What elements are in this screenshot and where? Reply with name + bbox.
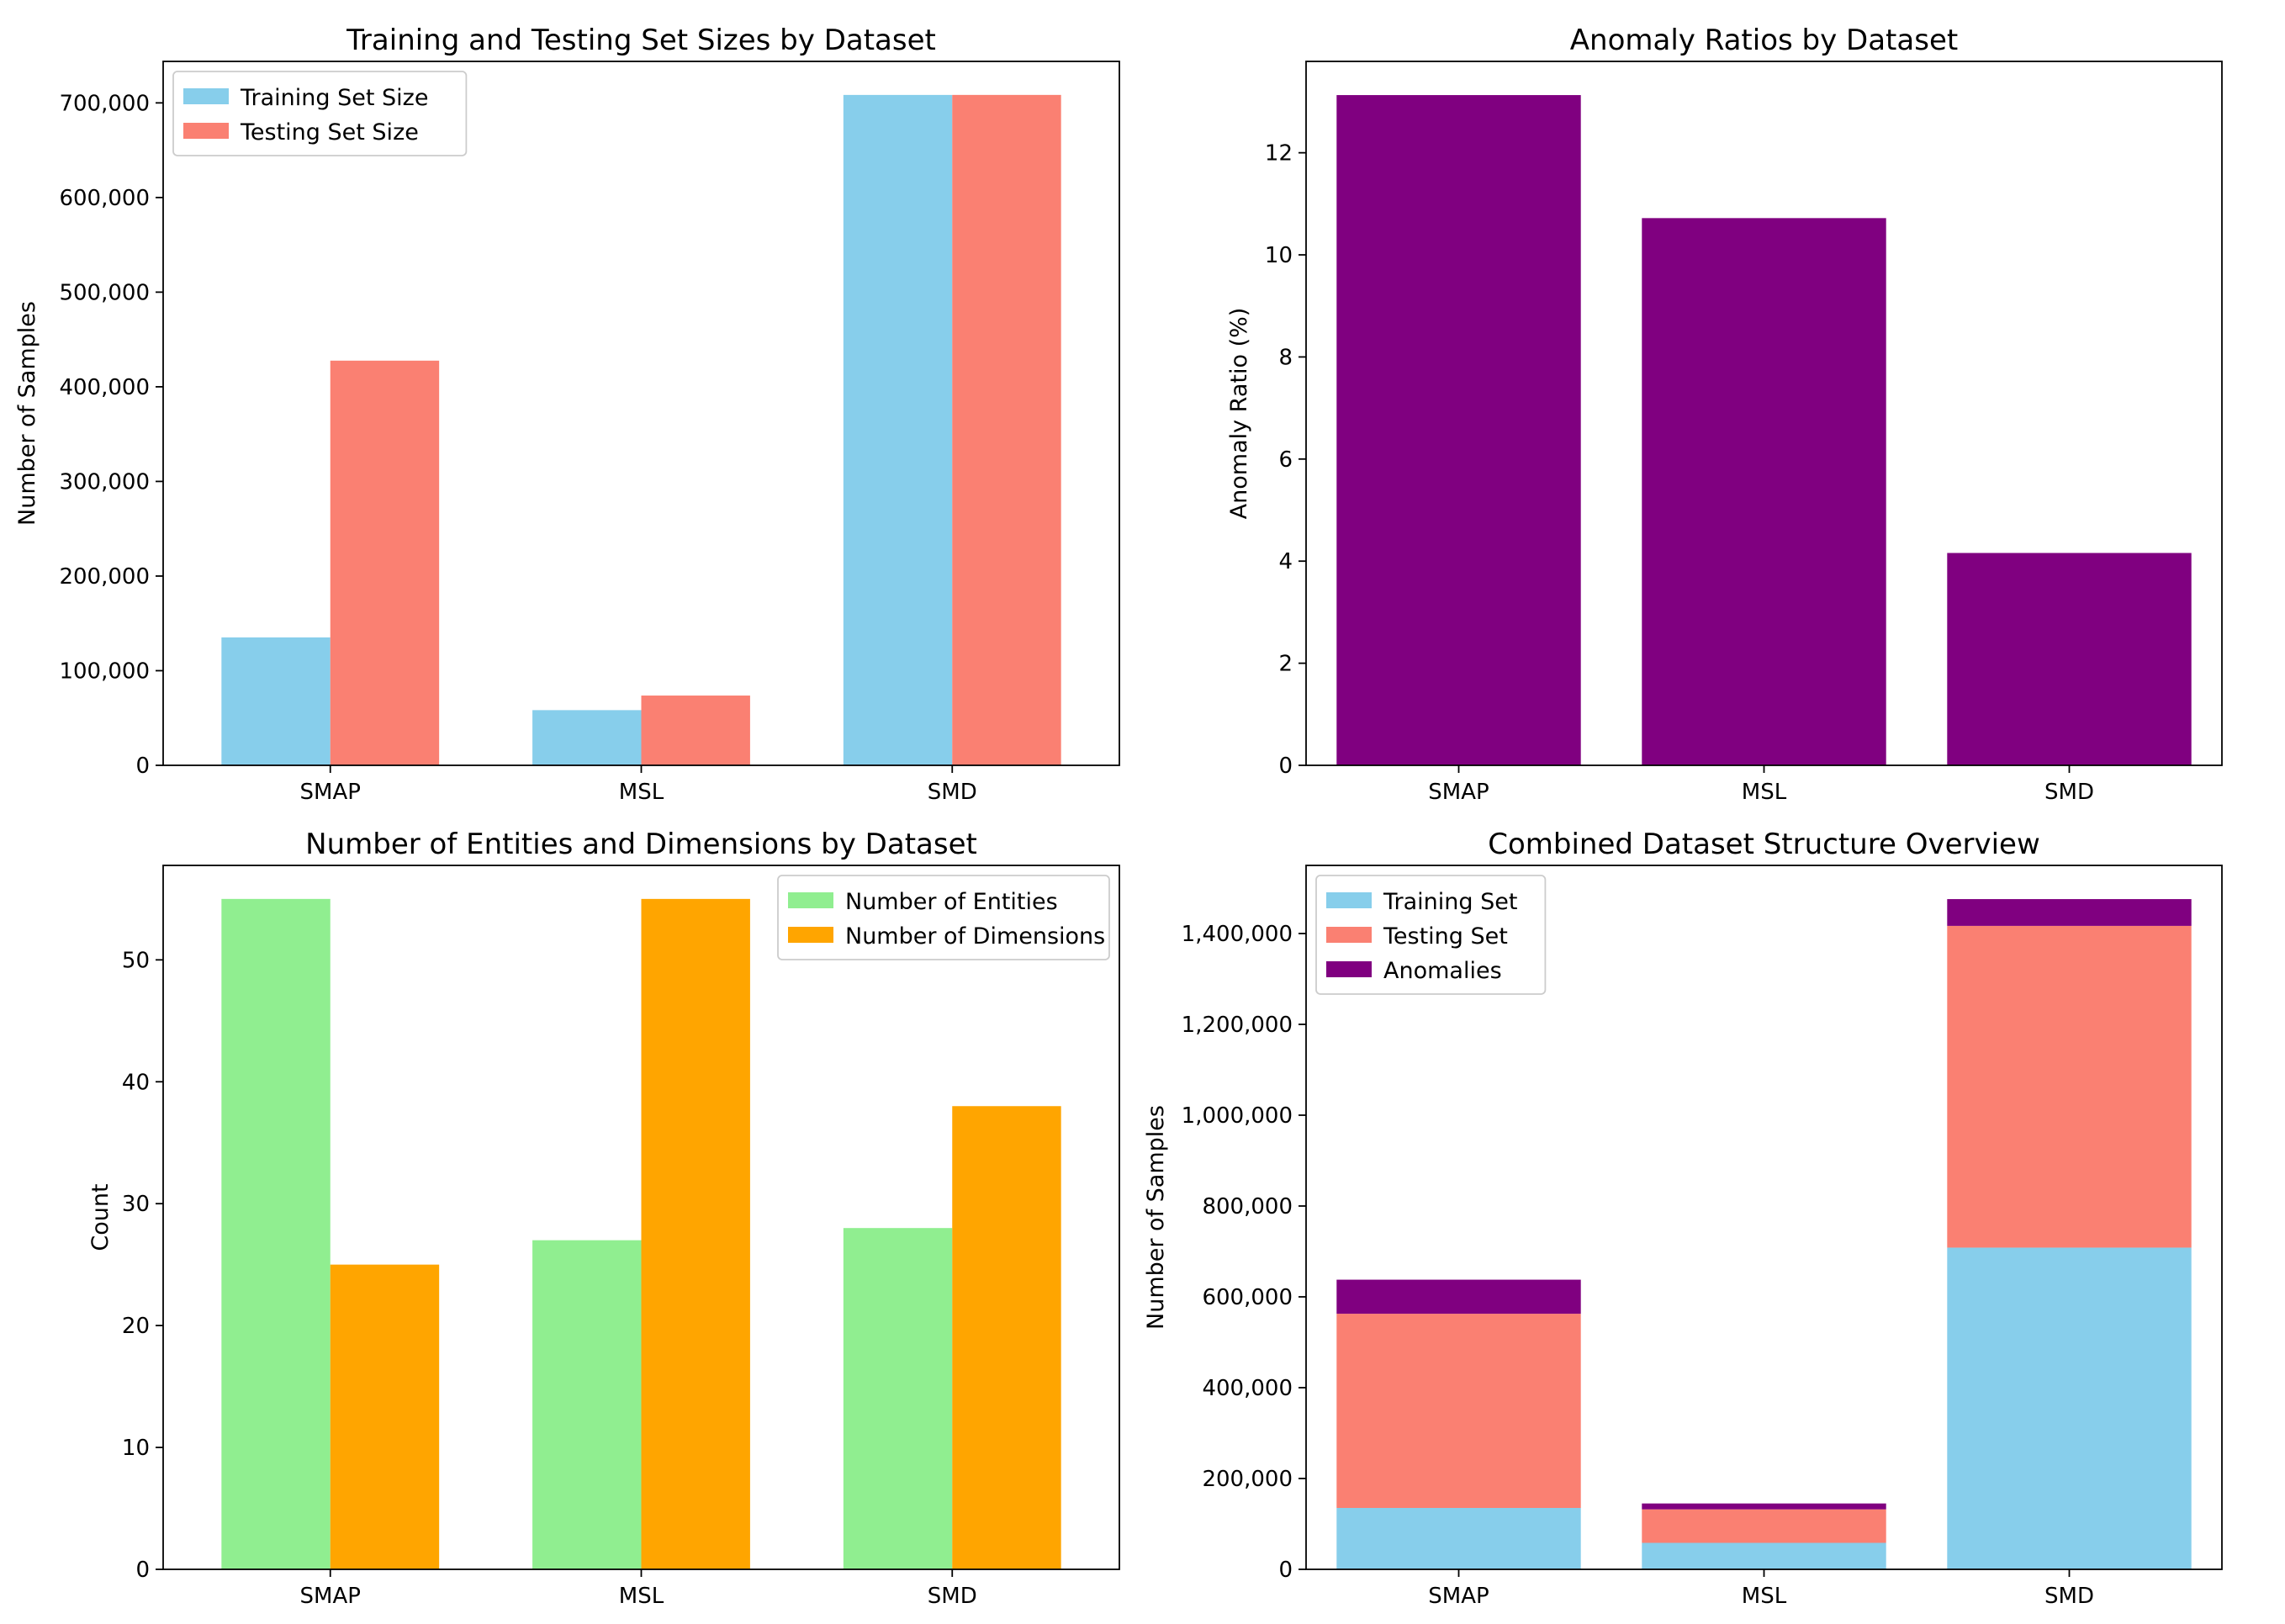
legend-label: Testing Set	[1383, 923, 1508, 950]
x-tick-label: SMAP	[300, 1584, 361, 1609]
legend-swatch	[788, 892, 833, 908]
y-tick-label: 8	[1278, 345, 1293, 370]
y-tick-label: 30	[122, 1192, 150, 1217]
legend-swatch	[183, 123, 229, 139]
y-tick-label: 200,000	[1202, 1467, 1293, 1492]
legend-label: Number of Entities	[845, 889, 1058, 915]
y-tick-label: 1,000,000	[1182, 1103, 1293, 1129]
y-tick-label: 0	[1278, 1558, 1293, 1583]
x-tick-label: SMAP	[300, 780, 361, 805]
y-axis-label: Anomaly Ratio (%)	[1226, 308, 1252, 520]
y-tick-label: 600,000	[59, 186, 150, 211]
chart-title: Training and Testing Set Sizes by Datase…	[346, 24, 936, 57]
legend-swatch	[788, 927, 833, 943]
bar-anomaly-ratio-smd	[1947, 553, 2192, 765]
legend-label: Testing Set Size	[240, 119, 419, 145]
bar-training-set-size-msl	[532, 710, 642, 765]
x-tick-label: SMAP	[1428, 780, 1489, 805]
bar-testing-set-size-msl	[641, 696, 750, 765]
legend-label: Training Set	[1383, 889, 1517, 915]
x-tick-label: MSL	[1742, 1584, 1787, 1609]
y-tick-label: 100,000	[59, 659, 150, 684]
y-tick-label: 4	[1278, 549, 1293, 574]
legend-label: Number of Dimensions	[845, 923, 1105, 950]
y-tick-label: 1,400,000	[1182, 922, 1293, 947]
chart-panel-2: 0 2 4 6 8 10 12 SMAP MSL SMD Anomaly Ratios by Dat…	[1226, 24, 2223, 805]
y-tick-label: 700,000	[59, 91, 150, 116]
bar-anomalies-msl	[1642, 1503, 1886, 1510]
y-tick-label: 0	[135, 1558, 150, 1583]
bar-anomalies-smap	[1336, 1279, 1581, 1315]
legend-box	[777, 875, 1110, 960]
y-tick-label: 50	[122, 948, 150, 973]
y-tick-label: 10	[1265, 243, 1293, 268]
legend: Training Set Testing Set Anomalies	[1315, 875, 1547, 995]
x-tick-label: MSL	[619, 780, 664, 805]
legend: Training Set Size Testing Set Size	[172, 71, 468, 156]
bar-training-set-size-smd	[843, 94, 953, 765]
bar-anomalies-smd	[1947, 899, 2192, 926]
legend: Number of Entities Number of Dimensions	[777, 875, 1110, 960]
x-tick-label: MSL	[1742, 780, 1787, 805]
x-tick-label: SMD	[928, 1584, 977, 1609]
chart-title: Anomaly Ratios by Dataset	[1570, 24, 1958, 57]
bar-number-of-entities-smd	[843, 1228, 953, 1569]
bar-testing-set-msl	[1642, 1509, 1886, 1543]
legend-box	[172, 71, 468, 156]
y-tick-label: 12	[1265, 141, 1293, 167]
x-tick-label: SMD	[928, 780, 977, 805]
bar-anomaly-ratio-msl	[1642, 218, 1886, 766]
legend-swatch	[1326, 961, 1372, 977]
y-tick-label: 20	[122, 1314, 150, 1339]
bar-training-set-smd	[1947, 1247, 2192, 1569]
bar-number-of-entities-msl	[532, 1240, 642, 1569]
bar-anomaly-ratio-smap	[1336, 95, 1581, 766]
chart-panel-3: 0 10 20 30 40 50 SMAP MSL SMD Number of Entities …	[87, 828, 1120, 1609]
y-axis-label: Number of Samples	[1143, 1105, 1169, 1330]
x-tick-label: MSL	[619, 1584, 664, 1609]
bar-training-set-size-smap	[221, 637, 331, 765]
x-tick-label: SMD	[2044, 780, 2094, 805]
chart-title: Combined Dataset Structure Overview	[1488, 828, 2040, 861]
legend-label: Anomalies	[1383, 958, 1502, 984]
bar-number-of-dimensions-msl	[641, 898, 750, 1569]
y-tick-label: 200,000	[59, 564, 150, 590]
bar-training-set-smap	[1336, 1508, 1581, 1569]
bar-number-of-dimensions-smap	[330, 1264, 440, 1569]
legend-box	[1315, 875, 1547, 995]
y-tick-label: 800,000	[1202, 1194, 1293, 1219]
bar-testing-set-size-smd	[952, 94, 1061, 766]
y-tick-label: 500,000	[59, 280, 150, 305]
y-tick-label: 2	[1278, 652, 1293, 677]
y-tick-label: 10	[122, 1436, 150, 1461]
legend-label: Training Set Size	[240, 85, 428, 111]
x-tick-label: SMD	[2044, 1584, 2094, 1609]
bar-testing-set-smd	[1947, 925, 2192, 1248]
chart-panel-1: 0 100,000 200,000 300,000 400,000 500,000 600,…	[14, 24, 1120, 805]
y-tick-label: 6	[1278, 447, 1293, 473]
y-tick-label: 1,200,000	[1182, 1013, 1293, 1038]
y-tick-label: 40	[122, 1070, 150, 1095]
bar-number-of-entities-smap	[221, 898, 331, 1569]
legend-swatch	[183, 88, 229, 104]
x-tick-label: SMAP	[1428, 1584, 1489, 1609]
y-axis-label: Number of Samples	[14, 301, 40, 526]
legend-swatch	[1326, 927, 1372, 943]
y-tick-label: 400,000	[59, 375, 150, 400]
legend-swatch	[1326, 892, 1372, 908]
bar-testing-set-size-smap	[330, 360, 440, 765]
bar-training-set-msl	[1642, 1542, 1886, 1569]
chart-title: Number of Entities and Dimensions by Dat…	[305, 828, 977, 861]
y-axis-label: Count	[87, 1183, 114, 1251]
y-tick-label: 0	[135, 754, 150, 779]
chart-panel-4: 0 200,000 400,000 600,000 800,000 1,000,000 1,…	[1143, 828, 2223, 1609]
y-tick-label: 300,000	[59, 469, 150, 495]
y-tick-label: 0	[1278, 754, 1293, 779]
y-tick-label: 400,000	[1202, 1376, 1293, 1401]
bar-testing-set-smap	[1336, 1314, 1581, 1509]
y-tick-label: 600,000	[1202, 1285, 1293, 1310]
bar-number-of-dimensions-smd	[952, 1106, 1061, 1569]
